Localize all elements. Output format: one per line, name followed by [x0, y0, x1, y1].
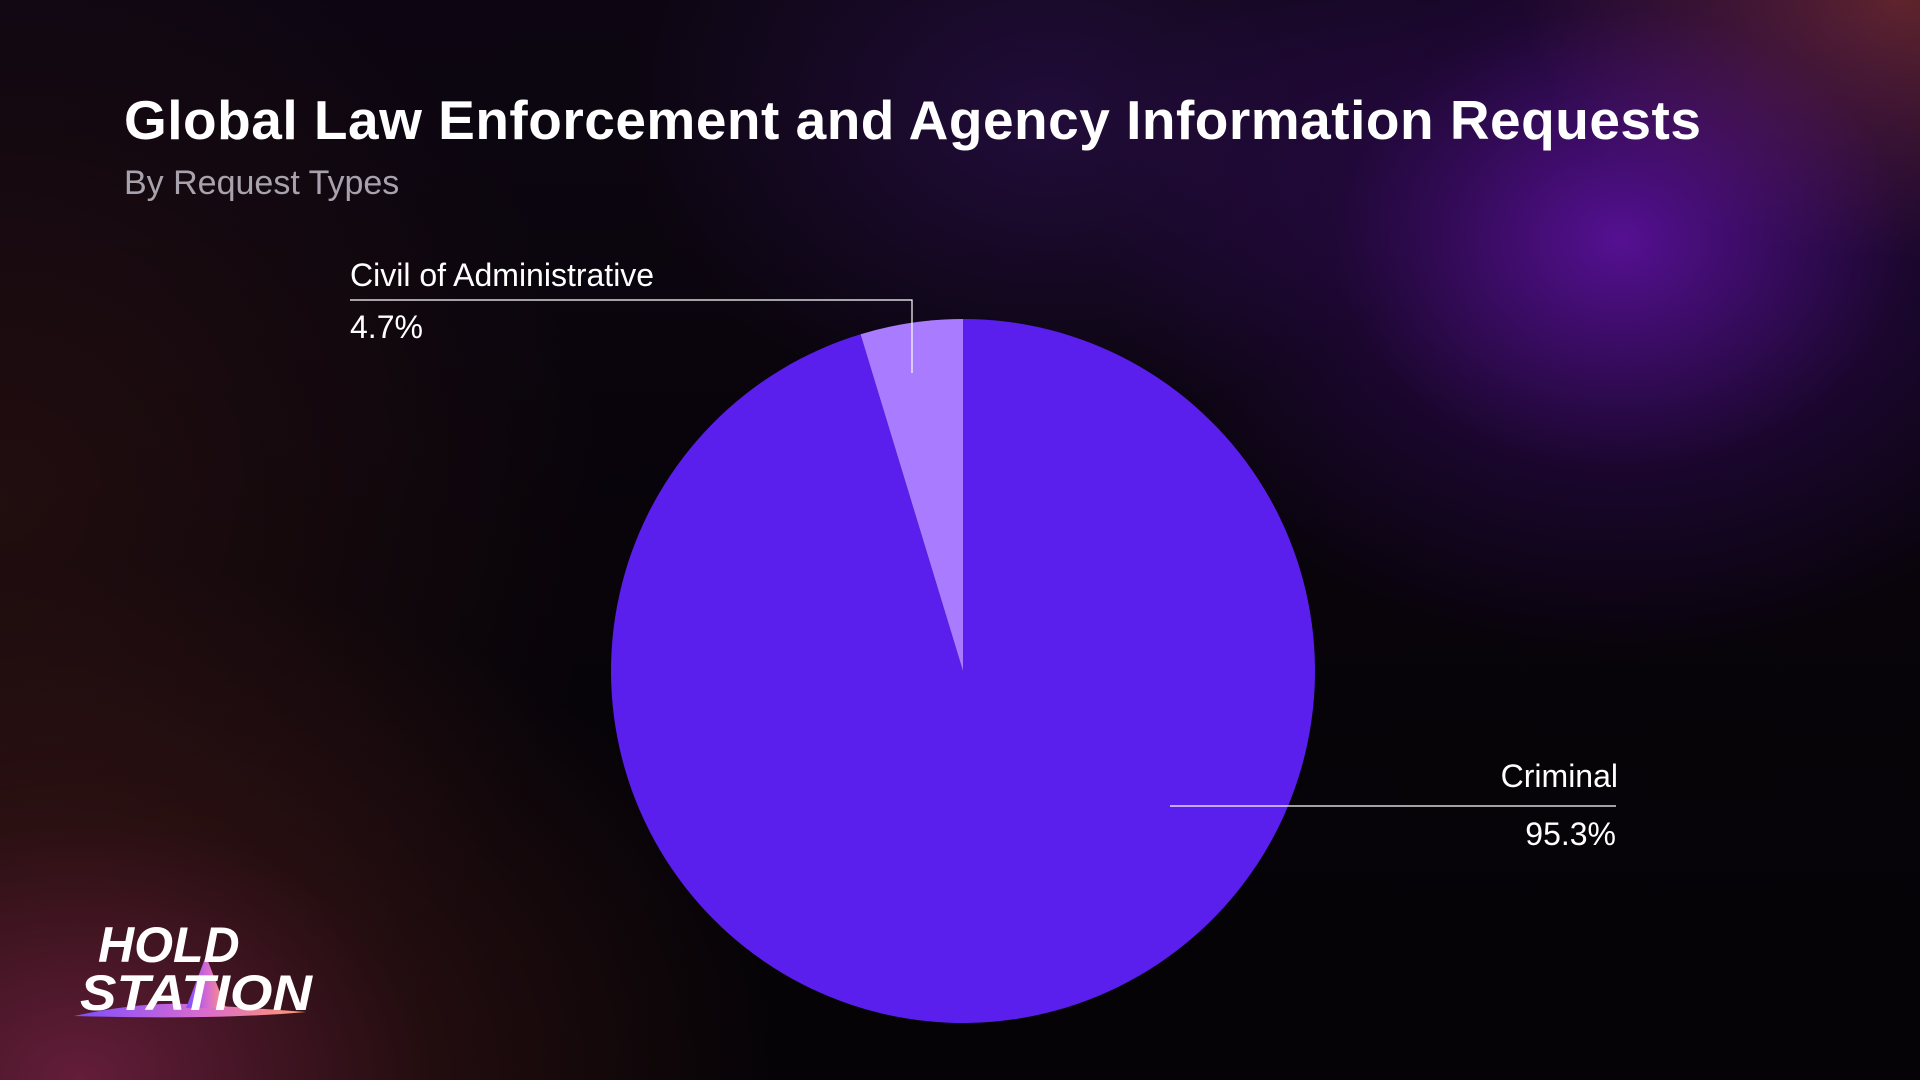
- logo-wave-icon: [74, 1003, 306, 1018]
- logo-line2: STATION: [80, 965, 313, 1021]
- chart-subtitle: By Request Types: [124, 164, 400, 202]
- pie-slices: [611, 319, 1316, 1023]
- leader-line-civil: [350, 299, 913, 373]
- slice-value-criminal: 95.3%: [1525, 816, 1616, 852]
- slice-label-civil: Civil of Administrative: [350, 257, 654, 293]
- pie-slice-civil-of-administrative: [860, 319, 963, 671]
- logo-peak-icon: [186, 956, 226, 1008]
- holdstation-logo: HOLD STATION: [74, 917, 313, 1021]
- chart-title: Global Law Enforcement and Agency Inform…: [124, 89, 1702, 151]
- logo-line1: HOLD: [98, 917, 240, 973]
- slice-label-criminal: Criminal: [1501, 758, 1618, 794]
- pie-slice-criminal: [611, 319, 1316, 1023]
- slice-value-civil: 4.7%: [350, 309, 423, 345]
